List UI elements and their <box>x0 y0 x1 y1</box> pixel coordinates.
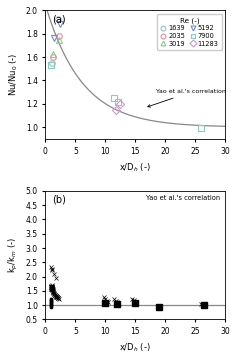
X-axis label: x/D$_h$ (-): x/D$_h$ (-) <box>119 161 151 174</box>
Y-axis label: Nu/Nu$_0$ (-): Nu/Nu$_0$ (-) <box>8 53 20 96</box>
Text: (b): (b) <box>53 195 66 205</box>
Text: Yao et al.'s correlation: Yao et al.'s correlation <box>148 90 226 107</box>
X-axis label: x/D$_h$ (-): x/D$_h$ (-) <box>119 342 151 354</box>
Y-axis label: k$_p$/k$_m$ (-): k$_p$/k$_m$ (-) <box>7 237 20 273</box>
Text: Yao et al.'s correlation: Yao et al.'s correlation <box>146 195 220 201</box>
Legend: 1639, 2035, 3019, 5192, 7900, 11283: 1639, 2035, 3019, 5192, 7900, 11283 <box>157 14 222 50</box>
Text: (a): (a) <box>53 14 66 24</box>
